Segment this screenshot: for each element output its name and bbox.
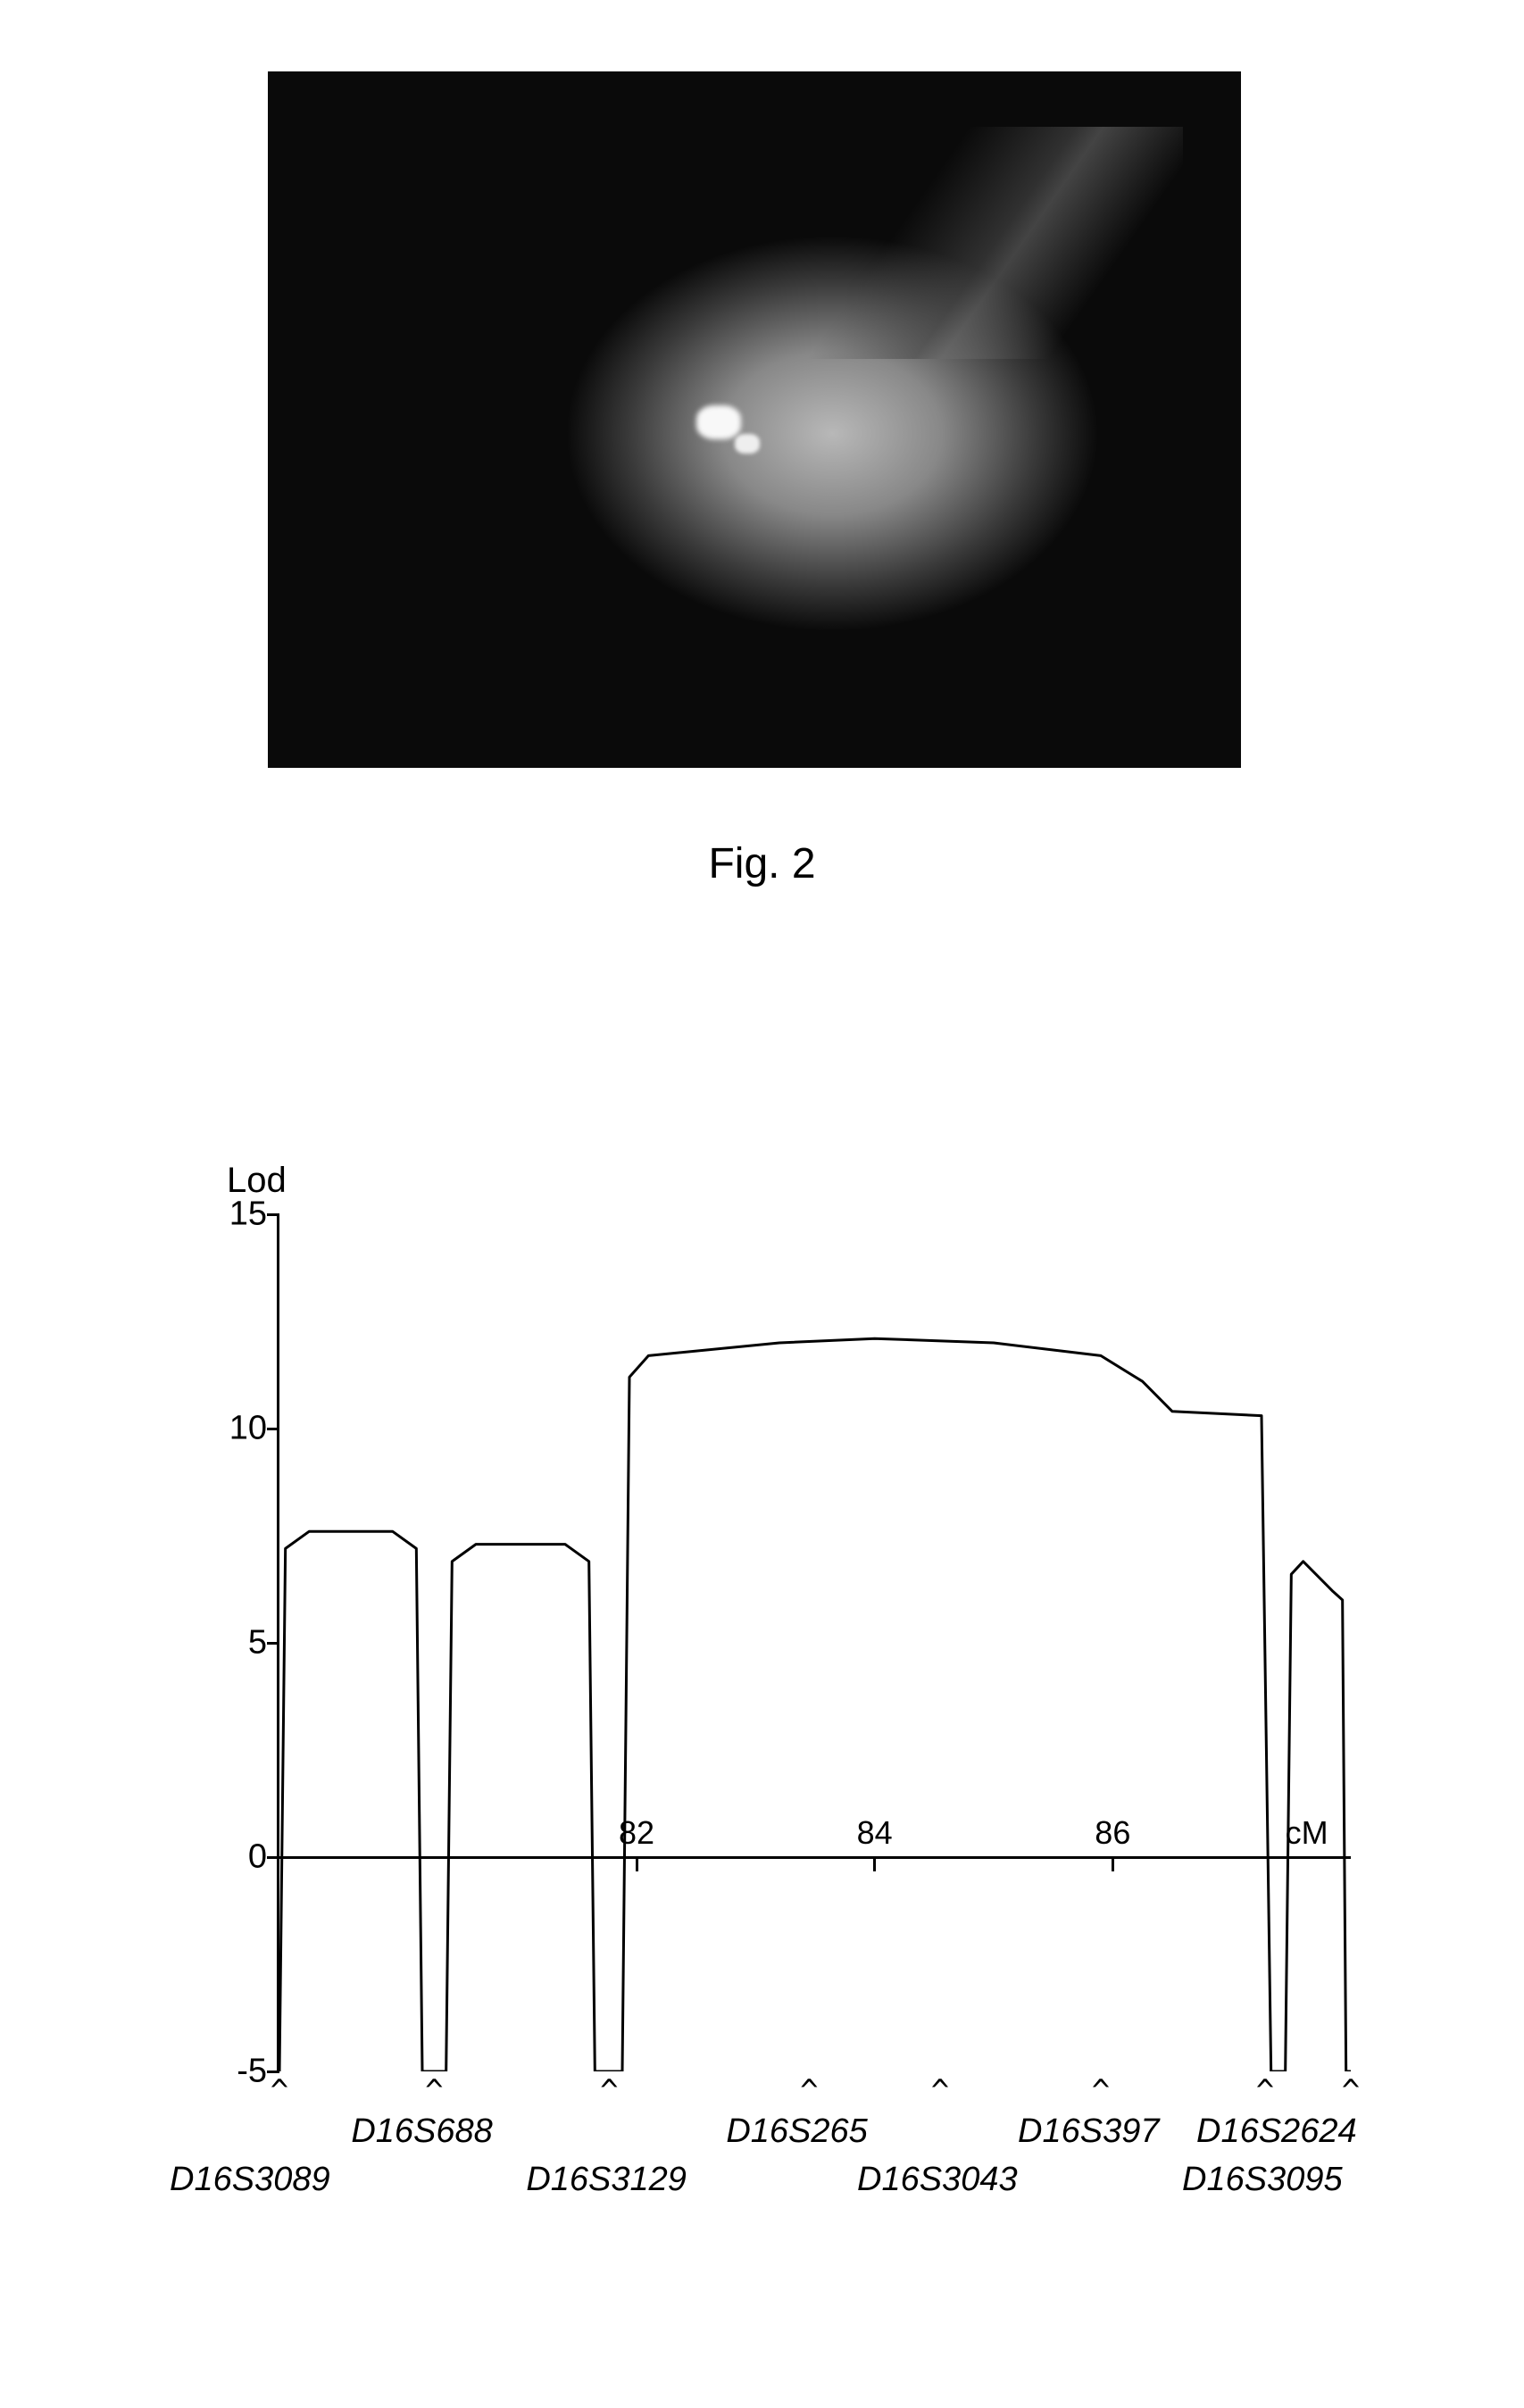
y-tick-mark [267, 1428, 279, 1430]
y-tick-label: 5 [248, 1624, 267, 1662]
marker-label: D16S3089 [170, 2161, 330, 2199]
photo-highlight [696, 405, 741, 439]
y-tick-label: -5 [237, 2053, 267, 2091]
marker-label: D16S688 [351, 2112, 492, 2151]
marker-caret: ^ [800, 2073, 818, 2109]
photo-streak [808, 127, 1183, 359]
marker-caret: ^ [1092, 2073, 1110, 2109]
clinical-photo [268, 71, 1241, 768]
marker-label: D16S3043 [857, 2161, 1018, 2199]
plot-area: -5051015 828486 cM ^^^^^^^^ [277, 1214, 1348, 2071]
y-tick-label: 10 [229, 1410, 267, 1448]
marker-label: D16S265 [726, 2112, 867, 2151]
lod-series-line [279, 1214, 1351, 2071]
photo-highlight-2 [735, 434, 760, 454]
lod-chart: Lod -5051015 828486 cM ^^^^^^^^ D16S3089… [161, 1161, 1375, 2241]
marker-label: D16S3129 [526, 2161, 687, 2199]
marker-label: D16S397 [1018, 2112, 1159, 2151]
marker-caret: ^ [1342, 2073, 1360, 2109]
marker-caret: ^ [425, 2073, 443, 2109]
figure-caption: Fig. 2 [0, 839, 1524, 888]
y-tick-label: 15 [229, 1196, 267, 1234]
y-tick-label: 0 [248, 1838, 267, 1877]
marker-caret: ^ [600, 2073, 618, 2109]
marker-caret: ^ [1256, 2073, 1274, 2109]
y-tick-mark [267, 1642, 279, 1645]
marker-label: D16S2624 [1196, 2112, 1357, 2151]
y-tick-mark [267, 1213, 279, 1216]
y-tick-mark [267, 1856, 279, 1859]
marker-caret: ^ [931, 2073, 949, 2109]
marker-caret: ^ [271, 2073, 288, 2109]
marker-label: D16S3095 [1182, 2161, 1343, 2199]
